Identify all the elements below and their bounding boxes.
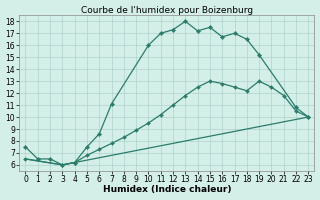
X-axis label: Humidex (Indice chaleur): Humidex (Indice chaleur) bbox=[103, 185, 231, 194]
Title: Courbe de l'humidex pour Boizenburg: Courbe de l'humidex pour Boizenburg bbox=[81, 6, 253, 15]
